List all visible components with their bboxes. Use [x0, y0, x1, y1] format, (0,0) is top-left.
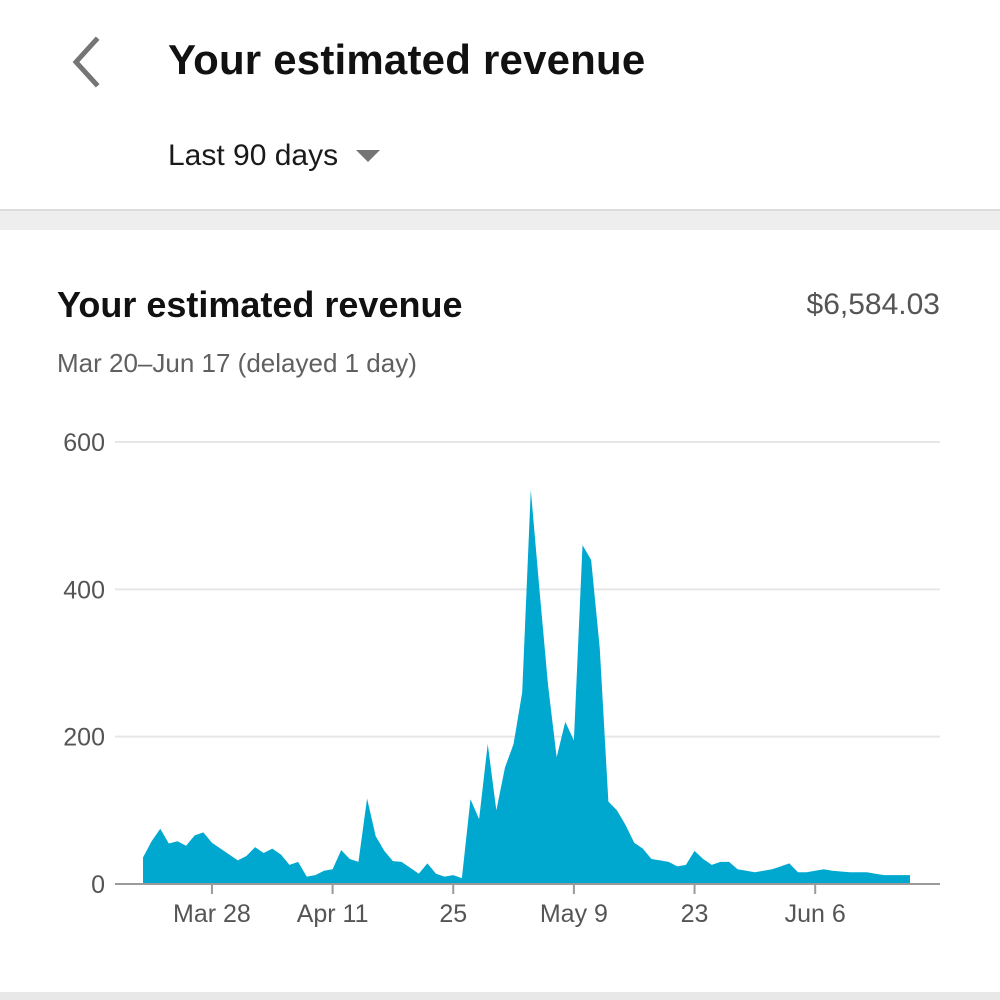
y-tick-label: 600	[63, 429, 105, 457]
card-title: Your estimated revenue	[57, 284, 463, 325]
bottom-divider	[0, 992, 1000, 1000]
page-title: Your estimated revenue	[168, 36, 646, 83]
back-button[interactable]	[58, 32, 114, 92]
section-divider	[0, 209, 1000, 230]
x-tick-label: 25	[439, 900, 467, 928]
date-range-dropdown[interactable]: Last 90 days	[168, 132, 381, 180]
app-header: Your estimated revenue Last 90 days	[0, 0, 1000, 209]
y-tick-label: 0	[91, 871, 105, 899]
y-tick-label: 200	[63, 724, 105, 752]
date-range-value: Last 90 days	[168, 139, 339, 172]
x-tick-label: Mar 28	[173, 900, 251, 928]
revenue-area-series	[143, 489, 910, 884]
date-range-subtitle: Mar 20–Jun 17 (delayed 1 day)	[57, 348, 417, 378]
caret-down-icon	[356, 150, 381, 162]
x-tick-label: 23	[681, 900, 709, 928]
x-tick-label: Jun 6	[785, 900, 846, 928]
chevron-left-icon	[72, 36, 100, 88]
revenue-total: $6,584.03	[806, 288, 940, 321]
y-tick-label: 400	[63, 576, 105, 604]
x-tick-label: May 9	[540, 900, 608, 928]
x-tick-label: Apr 11	[297, 900, 369, 928]
